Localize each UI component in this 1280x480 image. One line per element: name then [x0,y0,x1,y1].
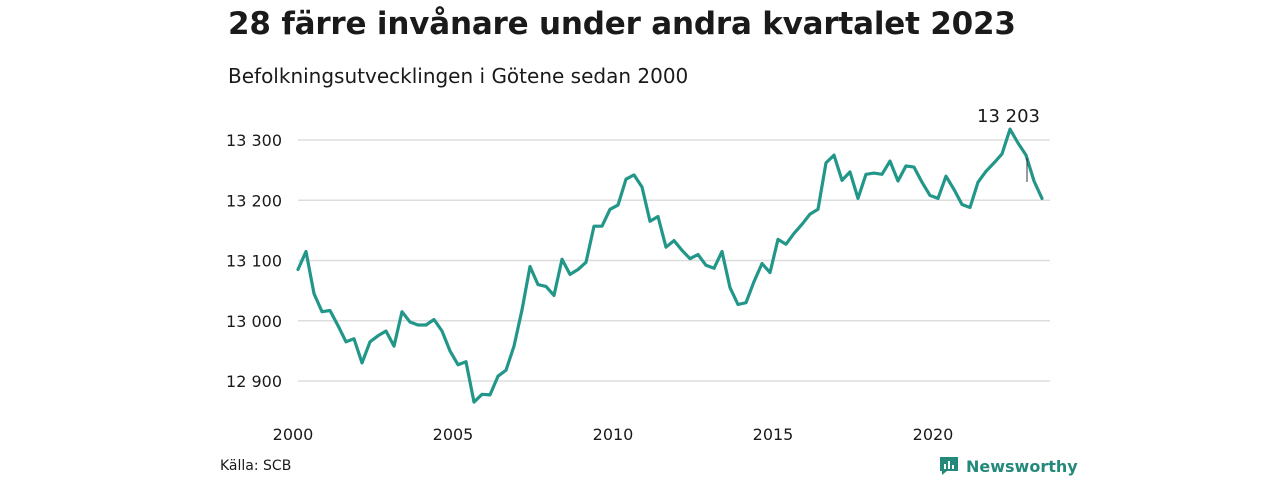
chart-bubble-icon [940,457,958,475]
y-tick-label: 13 300 [226,131,282,150]
x-tick-label: 2015 [753,425,794,444]
x-tick-label: 2000 [273,425,314,444]
x-tick-label: 2005 [433,425,474,444]
x-tick-label: 2020 [913,425,954,444]
source-note: Källa: SCB [220,458,292,474]
newsworthy-logo: Newsworthy [938,455,1078,477]
y-tick-label: 13 000 [226,312,282,331]
brand-name: Newsworthy [966,456,1078,476]
chart-title: 28 färre invånare under andra kvartalet … [228,6,1016,42]
y-tick-label: 12 900 [226,372,282,391]
y-tick-label: 13 100 [226,252,282,271]
x-tick-label: 2010 [593,425,634,444]
chart-subtitle: Befolkningsutvecklingen i Götene sedan 2… [228,64,689,88]
series-line [296,127,1044,404]
annotation-label: 13 203 [977,106,1040,127]
y-tick-label: 13 200 [226,191,282,210]
